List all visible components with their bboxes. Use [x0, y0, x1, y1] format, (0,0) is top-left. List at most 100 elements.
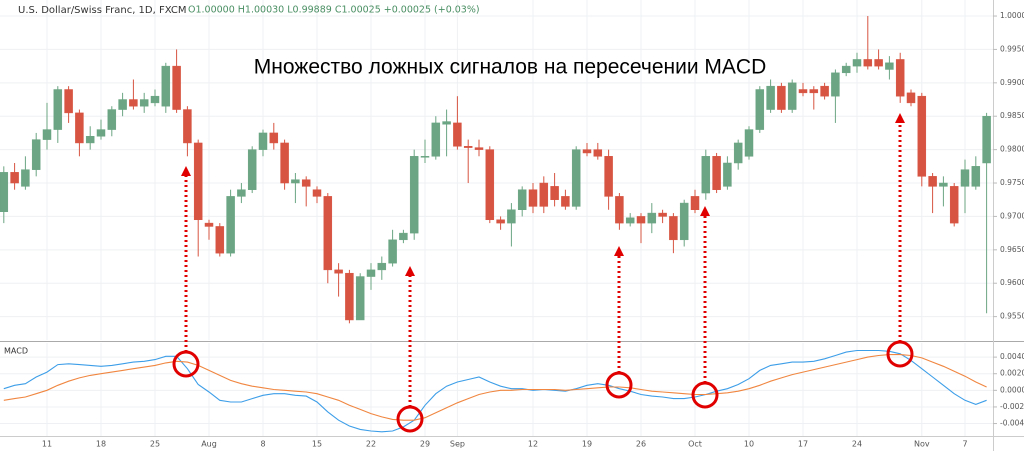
candle-body: [247, 149, 257, 190]
candle-body: [334, 269, 343, 274]
candle-body: [388, 239, 397, 264]
candle-body: [366, 269, 376, 277]
candle-body: [193, 142, 203, 221]
x-tick-label: 10: [744, 440, 754, 449]
cross-circle: [396, 405, 424, 433]
candle-body: [258, 132, 268, 150]
candle-body: [787, 82, 797, 110]
candle-body: [118, 99, 127, 110]
candle-body: [561, 196, 570, 207]
cross-circle: [172, 350, 200, 378]
candle-body: [723, 162, 732, 187]
candle-body: [323, 196, 333, 271]
y-tick-label: 0.0000: [1000, 385, 1024, 394]
candle-body: [409, 156, 419, 234]
candle-body: [183, 109, 192, 144]
x-tick-label: Sep: [450, 440, 465, 449]
candle-body: [485, 149, 495, 221]
candle-body: [679, 202, 689, 241]
y-tick-label: 0.0040: [1000, 352, 1024, 361]
candle-body: [21, 169, 30, 187]
candle-body: [507, 209, 516, 224]
symbol-title: U.S. Dollar/Swiss Franc, 1D, FXCM: [18, 5, 186, 16]
candle-body: [960, 169, 970, 187]
candle-body: [107, 109, 117, 130]
candle-body: [301, 179, 311, 187]
candle-body: [64, 89, 73, 114]
candle-body: [733, 142, 743, 164]
candle-body: [636, 216, 646, 224]
y-tick-label: 1.00000: [1000, 11, 1024, 20]
candle-body: [96, 129, 106, 137]
candle-body: [593, 149, 603, 157]
candle-body: [625, 217, 635, 224]
arrow-head: [895, 113, 905, 123]
candle-body: [852, 59, 862, 67]
indicator-title: MACD: [4, 347, 28, 356]
candle-body: [75, 112, 84, 144]
x-tick-label: 11: [42, 440, 52, 449]
candle-body: [355, 276, 365, 321]
candle-body: [269, 132, 279, 144]
candle-body: [604, 156, 613, 197]
x-tick-label: 25: [150, 440, 160, 449]
candle-body: [809, 89, 819, 94]
candle-body: [172, 65, 181, 110]
candle-body: [971, 166, 981, 187]
x-tick-label: 12: [528, 440, 538, 449]
y-tick-label: -0.0040: [1000, 419, 1024, 428]
candle-body: [291, 179, 300, 184]
candle-body: [517, 189, 527, 210]
candle-body: [215, 226, 225, 254]
candle-body: [539, 182, 549, 207]
candle-body: [312, 189, 322, 197]
candle-body: [280, 142, 289, 184]
candle-body: [399, 232, 408, 241]
candle-body: [841, 65, 851, 74]
x-tick-label: Oct: [688, 440, 702, 449]
x-tick-label: Nov: [914, 440, 930, 449]
cross-circle: [691, 381, 719, 409]
candle-body: [906, 92, 916, 104]
x-tick-label: 22: [366, 440, 376, 449]
candle-body: [755, 89, 765, 130]
x-tick-label: 7: [962, 440, 967, 449]
candle-body: [712, 156, 721, 190]
signal-annotations: [172, 113, 914, 433]
x-tick-label: 24: [852, 440, 862, 449]
candle-body: [777, 85, 786, 110]
candle-body: [615, 196, 624, 224]
candle-body: [161, 65, 171, 107]
arrow-head: [181, 166, 191, 176]
candle-body: [237, 189, 246, 197]
candle-body: [345, 272, 354, 321]
candle-body: [31, 139, 41, 170]
candle-body: [744, 129, 754, 157]
candle-body: [85, 136, 95, 144]
candle-body: [431, 122, 441, 157]
cross-circle: [886, 340, 914, 368]
x-tick-label: 19: [582, 440, 592, 449]
x-tick-label: 29: [420, 440, 430, 449]
x-tick-label: 18: [96, 440, 106, 449]
candle-body: [690, 196, 700, 210]
candle-body: [798, 89, 808, 94]
candle-body: [669, 216, 678, 241]
y-tick-label: -0.0020: [1000, 402, 1024, 411]
grid-layer: [0, 0, 993, 436]
candle-body: [939, 182, 948, 187]
candle-body: [139, 99, 149, 107]
candle-body: [895, 59, 905, 97]
candle-body: [463, 146, 473, 148]
candle-body: [442, 121, 451, 125]
candle-body: [474, 147, 484, 150]
